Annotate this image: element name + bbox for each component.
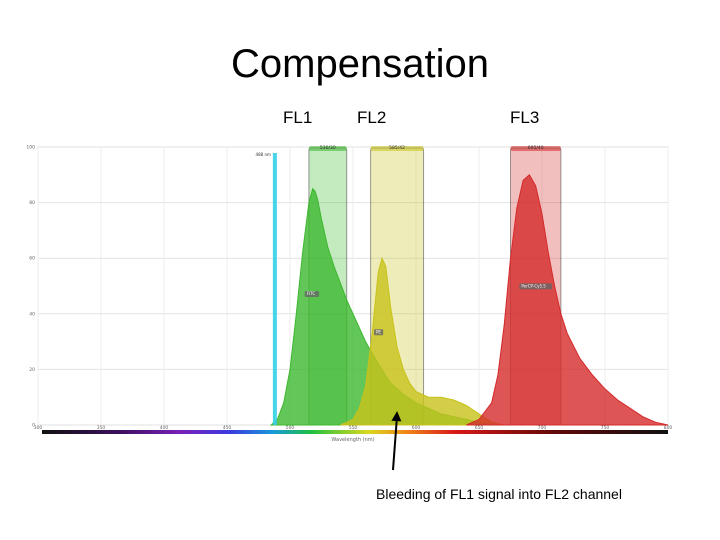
y-tick-label: 40 [29, 311, 35, 317]
series-tag-bg [373, 329, 384, 336]
x-tick-label: 500 [286, 425, 295, 431]
filter-label-fl3: 695/40 [528, 145, 544, 151]
series-label: PE [376, 329, 381, 334]
y-tick-label: 0 [32, 423, 35, 429]
x-tick-label: 300 [34, 425, 43, 431]
channel-label-fl1: FL1 [283, 108, 313, 127]
x-tick-label: 750 [601, 425, 610, 431]
y-tick-label: 60 [29, 256, 35, 262]
series-label: PerCP-Cy5.5 [521, 283, 546, 288]
x-tick-label: 700 [538, 425, 547, 431]
x-tick-label: 800 [664, 425, 673, 431]
wavelength-color-bar [42, 430, 668, 434]
x-tick-label: 550 [349, 425, 358, 431]
series-tag-bg [519, 283, 552, 290]
filter-label-fl2: 585/42 [389, 145, 405, 151]
series-tag-bg [304, 291, 320, 298]
series-area-percp-cy5-5 [466, 174, 669, 426]
annotation-arrowhead [391, 411, 402, 422]
channel-label-fl3: FL3 [510, 108, 540, 127]
laser-label: 488 nm [256, 152, 271, 157]
x-tick-label: 400 [160, 425, 169, 431]
x-tick-label: 450 [223, 425, 232, 431]
y-tick-label: 100 [26, 145, 35, 151]
x-tick-label: 600 [412, 425, 421, 431]
filter-tab-fl2 [370, 146, 424, 151]
y-tick-label: 20 [29, 367, 35, 373]
laser-line [272, 153, 277, 425]
filter-tab-fl1 [308, 146, 347, 151]
x-tick-label: 350 [97, 425, 106, 431]
annotation-arrow-line [392, 415, 399, 471]
series-area-pe [340, 256, 505, 426]
x-axis-label: Wavelength (nm) [331, 437, 374, 443]
slide-title: Compensation [231, 42, 489, 86]
filter-tab-fl3 [510, 146, 561, 151]
y-tick-label: 80 [29, 200, 35, 206]
x-tick-label: 650 [475, 425, 484, 431]
channel-label-fl2: FL2 [357, 108, 387, 127]
annotation-caption: Bleeding of FL1 signal into FL2 channel [376, 486, 622, 502]
series-label: FITC [307, 291, 316, 296]
filter-label-fl1: 530/30 [320, 145, 336, 151]
